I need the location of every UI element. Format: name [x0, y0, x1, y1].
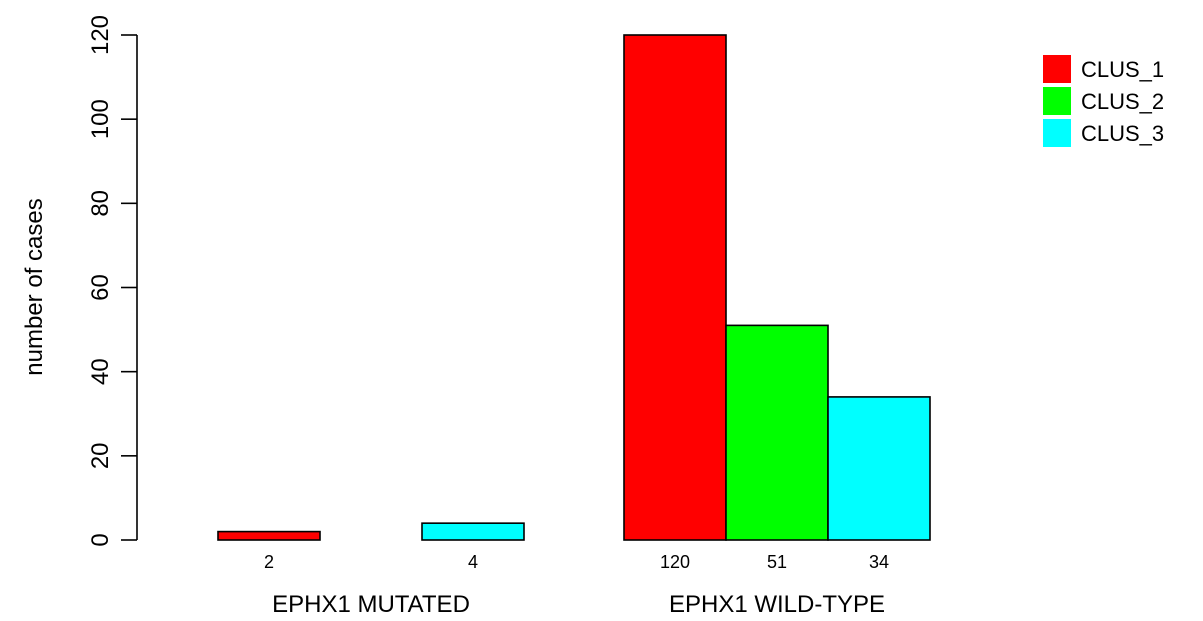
y-tick-label: 120 — [87, 15, 114, 55]
legend: CLUS_1 CLUS_2 CLUS_3 — [1043, 55, 1164, 147]
bar-clus-3-group-1 — [421, 522, 525, 541]
bars — [217, 34, 931, 541]
y-tick-label: 60 — [87, 274, 114, 301]
y-tick-label: 100 — [87, 99, 114, 139]
group-label: EPHX1 WILD-TYPE — [669, 591, 885, 618]
y-axis: 0 20 40 60 80 100 120 — [87, 15, 138, 547]
legend-swatch — [1043, 87, 1071, 115]
bar-value-label: 4 — [468, 552, 478, 572]
bar-clus-2-group-2 — [725, 324, 829, 541]
y-tick-label: 80 — [87, 190, 114, 217]
legend-label: CLUS_1 — [1081, 57, 1164, 82]
bar-value-labels: 2 4 120 51 34 — [264, 552, 889, 572]
legend-swatch — [1043, 55, 1071, 83]
group-labels: EPHX1 MUTATED EPHX1 WILD-TYPE — [272, 591, 885, 618]
bar-clus-3-group-2 — [827, 396, 931, 541]
legend-label: CLUS_3 — [1081, 121, 1164, 146]
bar-value-label: 2 — [264, 552, 274, 572]
bar-clus-1-group-2 — [623, 34, 727, 541]
bar-clus-1-group-1 — [217, 530, 321, 541]
bar-value-label: 34 — [869, 552, 889, 572]
bar-value-label: 120 — [660, 552, 690, 572]
y-tick-label: 20 — [87, 442, 114, 469]
group-label: EPHX1 MUTATED — [272, 591, 470, 618]
legend-label: CLUS_2 — [1081, 89, 1164, 114]
legend-swatch — [1043, 119, 1071, 147]
bar-value-label: 51 — [767, 552, 787, 572]
y-axis-title: number of cases — [21, 198, 48, 375]
y-tick-label: 40 — [87, 358, 114, 385]
y-tick-label: 0 — [87, 533, 114, 546]
